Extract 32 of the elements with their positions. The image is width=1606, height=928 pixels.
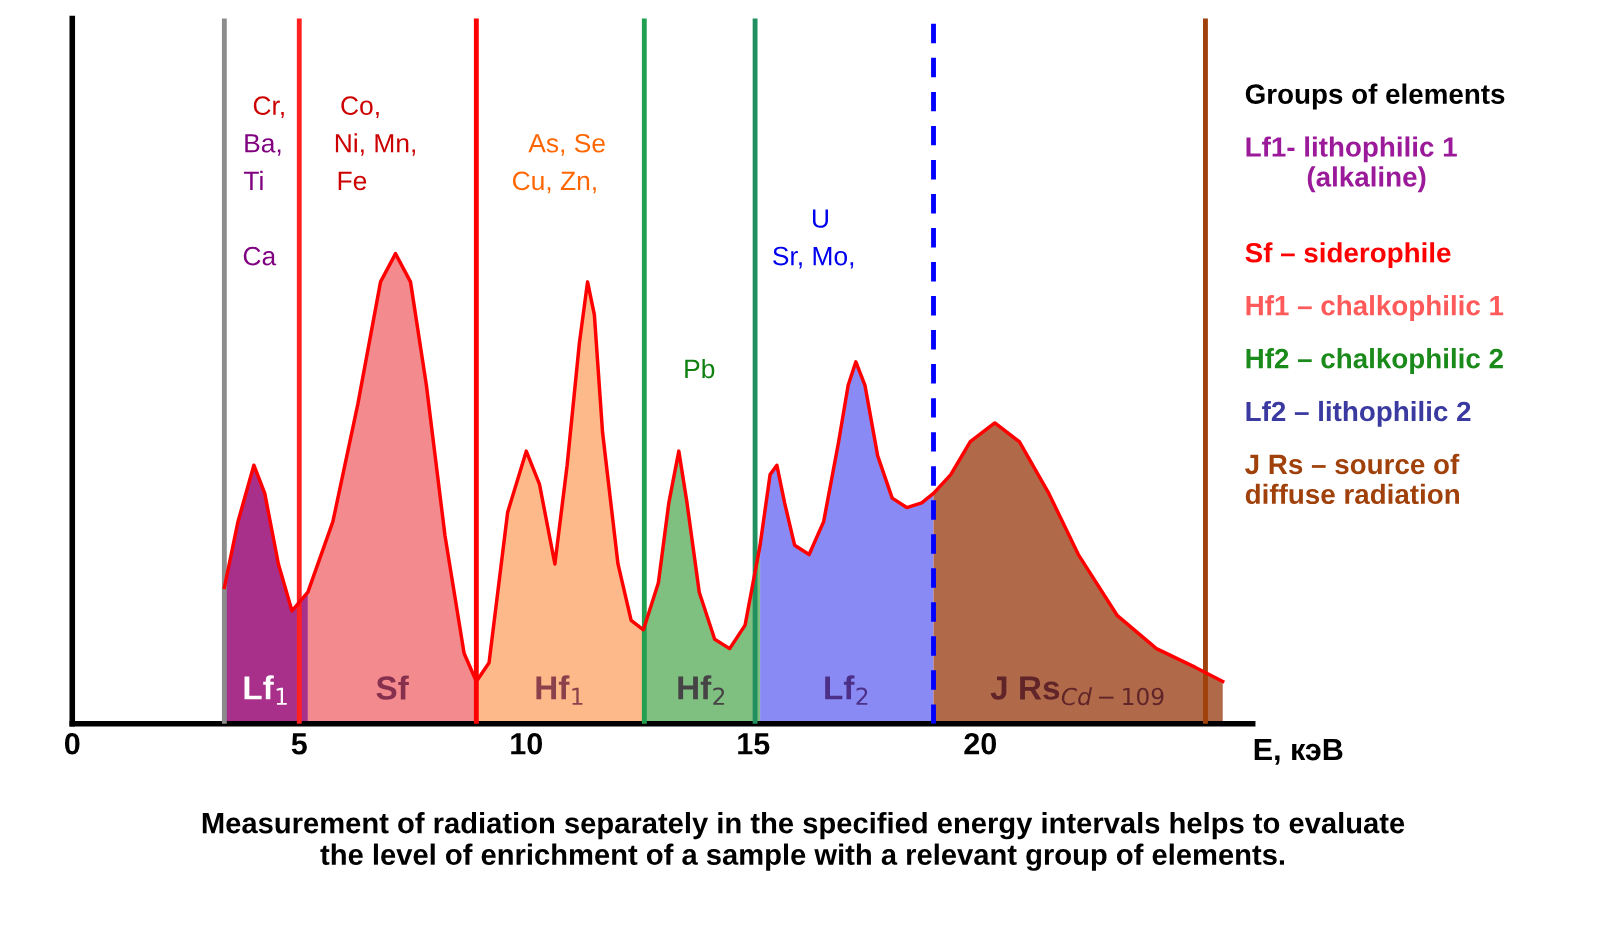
annotation: Hf1 – chalkophilic 1 [1246, 295, 1504, 321]
series-label: J Rs$_{Cd−109}$ [990, 676, 1164, 706]
text: Groups of elements [1245, 83, 1505, 110]
text: Ni, Mn, [335, 133, 415, 156]
series-label: Lf$_{2}$ [825, 675, 868, 705]
annotation: Sr, Mo, [773, 246, 854, 269]
text: Cr, [253, 96, 284, 119]
x-tick-label: 5 [291, 733, 307, 755]
x-tick-label: 0 [64, 732, 80, 755]
text: U [812, 209, 828, 228]
text: Ba, [245, 134, 281, 156]
x-tick-label: 10 [511, 732, 543, 755]
annotation: Pb [685, 358, 715, 379]
x-tick-label: 15 [738, 733, 770, 755]
text: Co, [341, 96, 379, 119]
x-tick-label: 20 [964, 732, 997, 755]
text: Fe [338, 171, 367, 191]
text: Ti [243, 170, 263, 190]
text: Lf1- lithophilic 1 (alkaline) [1246, 136, 1457, 193]
annotation: J Rs – source of diffuse radiation [1245, 453, 1460, 505]
text: As, Se [528, 133, 605, 156]
annotation: Hf2 – chalkophilic 2 [1246, 348, 1503, 374]
annotation: Sf – siderophile [1245, 242, 1451, 269]
annotation: Ca [243, 246, 277, 266]
annotation: Lf2 – lithophilic 2 [1246, 400, 1471, 427]
x-axis-title: E, кэВ [1254, 739, 1343, 765]
text: Measurement of radiation separately in the specified energy intervals helps to evaluate the level of enrichment of a sample with a relevant group of elements. [202, 812, 1405, 871]
series-label: Hf$_{1}$ [536, 675, 583, 705]
series-label: Lf$_{1}$ [244, 675, 287, 705]
series-label: Hf$_{2}$ [678, 675, 725, 705]
text: Cu, Zn, [512, 171, 596, 194]
series-label: Sf [376, 675, 409, 700]
